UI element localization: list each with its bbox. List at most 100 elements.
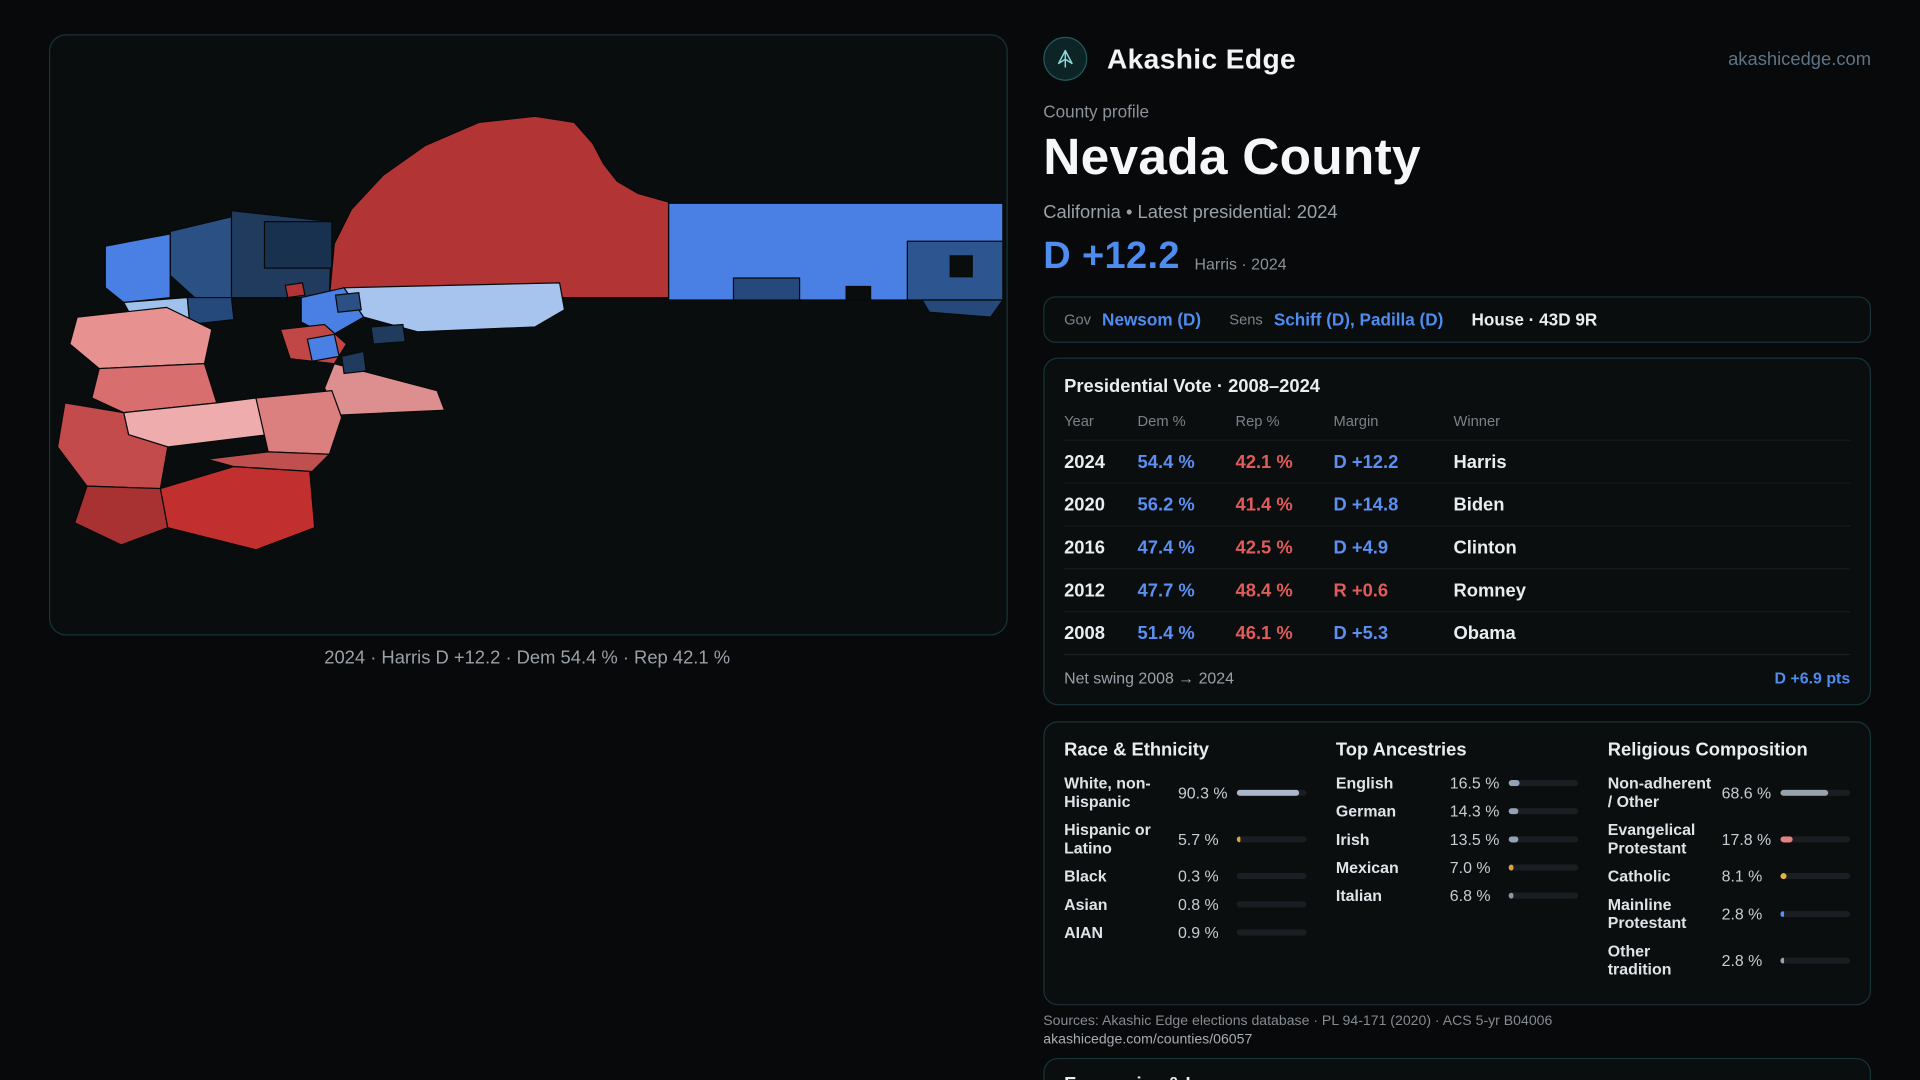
net-swing-row: Net swing 2008 → 2024 D +6.9 pts bbox=[1064, 653, 1851, 704]
logo-icon bbox=[1057, 49, 1073, 68]
demo-value: 7.0 % bbox=[1449, 858, 1491, 877]
sources-permalink[interactable]: akashicedge.com/counties/06057 bbox=[1043, 1032, 1253, 1047]
vote-margin: D +5.3 bbox=[1333, 622, 1389, 644]
demo-row: AIAN 0.9 % bbox=[1064, 923, 1307, 942]
vote-row: 2016 47.4 % 42.5 % D +4.9 Clinton bbox=[1064, 525, 1851, 568]
map-region[interactable] bbox=[169, 215, 233, 299]
vote-margin: D +4.9 bbox=[1333, 536, 1389, 558]
sources: Sources: Akashic Edge elections database… bbox=[1043, 1013, 1871, 1049]
vote-winner: Harris bbox=[1453, 451, 1507, 473]
vote-card-title: Presidential Vote · 2008–2024 bbox=[1064, 375, 1321, 397]
county-map[interactable] bbox=[50, 36, 1006, 635]
map-region[interactable] bbox=[306, 333, 340, 362]
demo-bar bbox=[1780, 835, 1851, 842]
demo-bar bbox=[1508, 836, 1579, 843]
demo-bar-fill bbox=[1508, 780, 1521, 787]
map-region[interactable] bbox=[284, 282, 306, 299]
map-region[interactable] bbox=[334, 291, 362, 313]
senators-link[interactable]: Schiff (D), Padilla (D) bbox=[1273, 309, 1444, 330]
vote-rep-pct: 42.5 % bbox=[1235, 536, 1293, 558]
race-column: Race & Ethnicity White, non-Hispanic 90.3 … bbox=[1064, 739, 1307, 989]
vote-col-header: Rep % bbox=[1235, 412, 1280, 430]
demo-row: English 16.5 % bbox=[1336, 773, 1579, 793]
demo-col-title: Top Ancestries bbox=[1335, 739, 1467, 761]
vote-row: 2020 56.2 % 41.4 % D +14.8 Biden bbox=[1064, 482, 1851, 525]
map-region[interactable] bbox=[342, 282, 566, 333]
demo-value: 90.3 % bbox=[1177, 783, 1228, 802]
map-region[interactable] bbox=[949, 255, 973, 278]
house-delegation: House · 43D 9R bbox=[1471, 309, 1598, 330]
map-region[interactable] bbox=[206, 451, 331, 473]
vote-margin: D +12.2 bbox=[1333, 451, 1399, 473]
officials-bar: Gov Newsom (D) Sens Schiff (D), Padilla … bbox=[1043, 296, 1872, 343]
map-region[interactable] bbox=[255, 389, 343, 455]
vote-winner: Biden bbox=[1453, 494, 1505, 515]
vote-dem-pct: 56.2 % bbox=[1137, 494, 1195, 515]
map-region[interactable] bbox=[920, 299, 1005, 318]
demo-label: Hispanic or Latino bbox=[1064, 820, 1151, 858]
demo-label: Irish bbox=[1335, 830, 1370, 849]
map-region[interactable] bbox=[732, 277, 801, 301]
demo-value: 17.8 % bbox=[1721, 829, 1772, 848]
demo-row: Asian 0.8 % bbox=[1064, 895, 1307, 913]
map-region[interactable] bbox=[328, 115, 670, 299]
demo-value: 2.8 % bbox=[1721, 950, 1763, 970]
vote-col-header: Dem % bbox=[1137, 412, 1186, 430]
map-region[interactable] bbox=[186, 296, 235, 326]
demo-label: Mexican bbox=[1335, 858, 1399, 877]
demo-value: 5.7 % bbox=[1177, 829, 1219, 848]
vote-winner: Romney bbox=[1453, 579, 1526, 601]
map-region[interactable] bbox=[159, 465, 316, 551]
demo-bar-fill bbox=[1508, 808, 1519, 815]
demo-label: Non-adherent / Other bbox=[1607, 773, 1712, 811]
demo-label: Evangelical Protestant bbox=[1607, 820, 1696, 858]
demo-bar-fill bbox=[1236, 789, 1300, 796]
demo-bar-fill bbox=[1508, 836, 1518, 843]
site-domain-link[interactable]: akashicedge.com bbox=[1728, 48, 1872, 70]
religion-column: Religious Composition Non-adherent / Othe… bbox=[1607, 740, 1851, 989]
demo-label: Catholic bbox=[1607, 866, 1671, 886]
map-region[interactable] bbox=[845, 285, 872, 301]
vote-year: 2020 bbox=[1064, 494, 1105, 515]
map-region[interactable] bbox=[370, 323, 407, 345]
vote-year: 2012 bbox=[1064, 579, 1105, 601]
headline: D +12.2 Harris · 2024 bbox=[1043, 234, 1871, 277]
vote-winner: Clinton bbox=[1453, 536, 1517, 558]
demo-label: Other tradition bbox=[1607, 941, 1672, 979]
vote-rep-pct: 48.4 % bbox=[1235, 579, 1293, 601]
vote-col-header: Margin bbox=[1333, 412, 1379, 430]
demo-label: German bbox=[1335, 802, 1397, 821]
site-header: Akashic Edge akashicedge.com bbox=[1043, 36, 1872, 81]
brand-name: Akashic Edge bbox=[1106, 42, 1297, 75]
map-region[interactable] bbox=[263, 221, 333, 269]
vote-year: 2008 bbox=[1064, 622, 1105, 644]
governor-link[interactable]: Newsom (D) bbox=[1102, 309, 1202, 330]
demo-bar-fill bbox=[1780, 835, 1793, 842]
demo-col-title: Race & Ethnicity bbox=[1064, 739, 1210, 761]
logo[interactable] bbox=[1043, 36, 1088, 81]
map-region[interactable] bbox=[323, 362, 446, 416]
vote-table-header: Year Dem % Rep % Margin Winner bbox=[1064, 413, 1850, 440]
map-region[interactable] bbox=[73, 485, 169, 546]
map-region[interactable] bbox=[56, 402, 169, 490]
economics-card-title: Economics & Language bbox=[1064, 1074, 1850, 1080]
ancestries-column: Top Ancestries English 16.5 % German 14.3 % I… bbox=[1335, 739, 1579, 989]
demo-bar-fill bbox=[1508, 892, 1514, 899]
demo-row: Irish 13.5 % bbox=[1335, 830, 1579, 849]
demographics-card: Race & Ethnicity White, non-Hispanic 90.3 … bbox=[1043, 721, 1872, 1006]
demo-bar-fill bbox=[1508, 864, 1514, 871]
vote-row: 2024 54.4 % 42.1 % D +12.2 Harris bbox=[1064, 439, 1851, 483]
vote-dem-pct: 54.4 % bbox=[1137, 451, 1195, 473]
demo-label: Black bbox=[1064, 866, 1107, 886]
headline-note: Harris · 2024 bbox=[1194, 254, 1287, 274]
demo-label: Italian bbox=[1335, 886, 1382, 905]
vote-rep-pct: 42.1 % bbox=[1235, 451, 1293, 473]
map-region[interactable] bbox=[340, 350, 367, 375]
demo-value: 16.5 % bbox=[1449, 773, 1500, 793]
map-card bbox=[48, 34, 1008, 636]
net-swing-value: D +6.9 pts bbox=[1774, 668, 1851, 687]
map-region[interactable] bbox=[104, 233, 171, 304]
demo-bar-fill bbox=[1780, 789, 1829, 796]
vote-year: 2024 bbox=[1064, 451, 1105, 473]
kicker: County profile bbox=[1043, 101, 1150, 122]
